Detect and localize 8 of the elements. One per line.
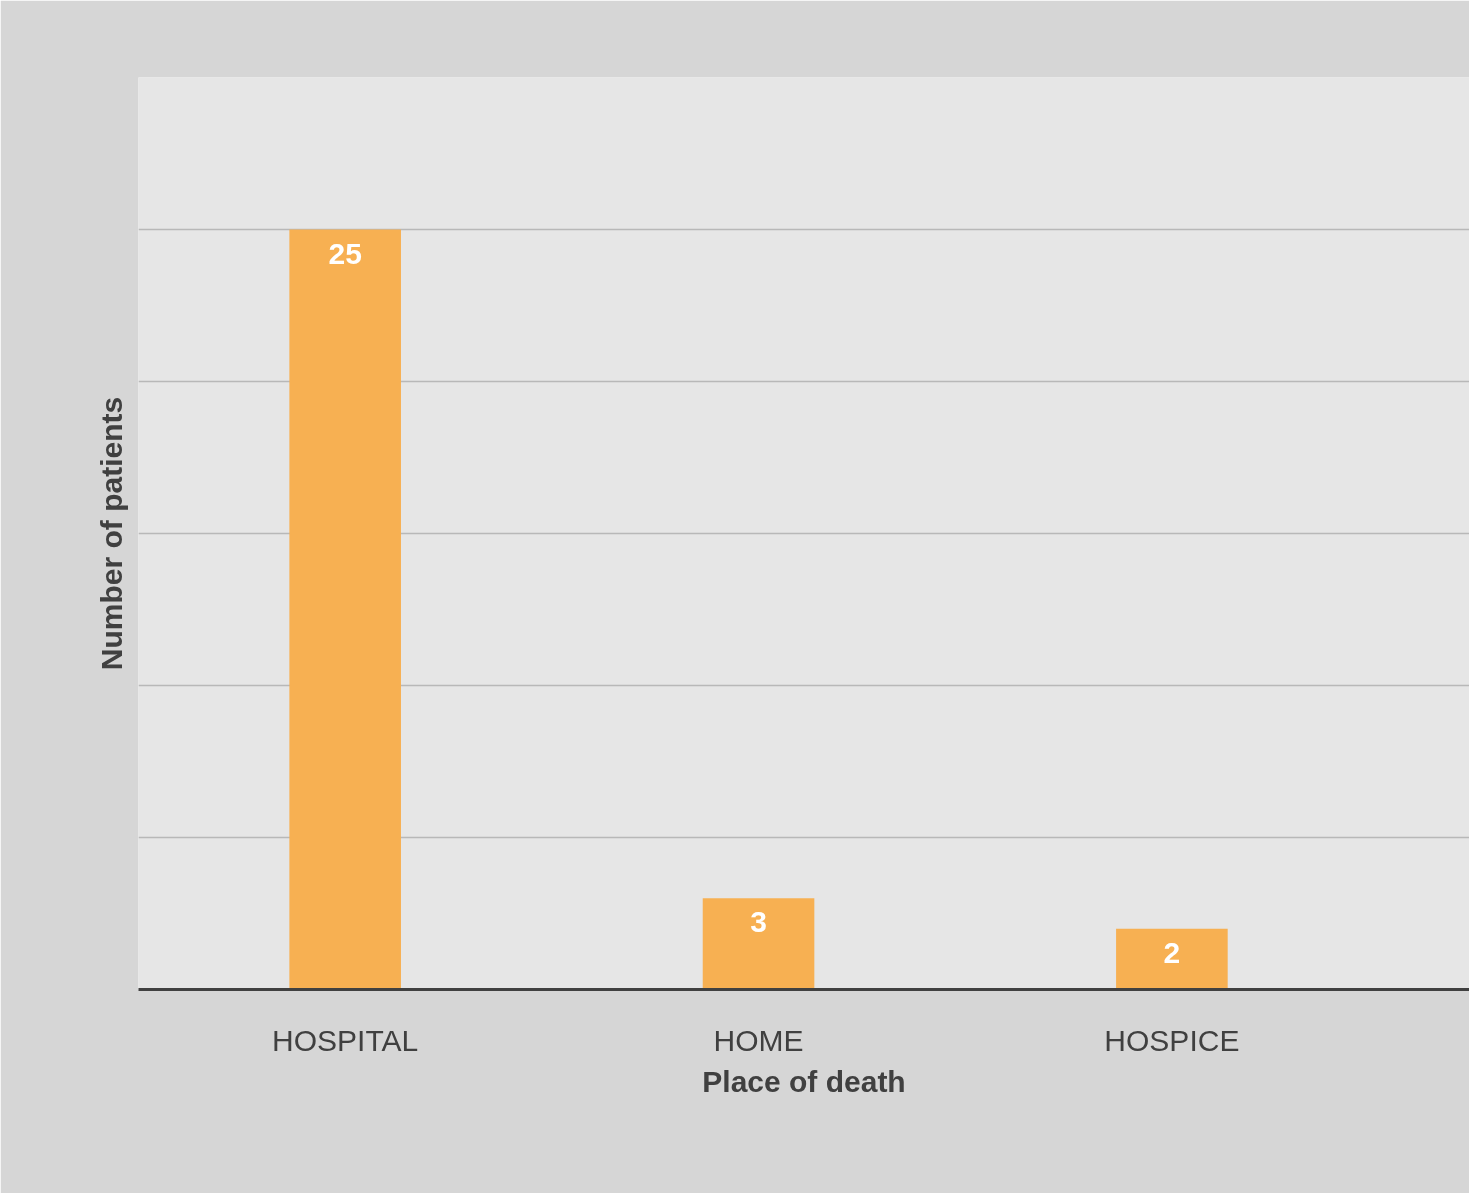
x-tick-label: HOME [713, 1023, 804, 1057]
x-axis-title: Place of death [702, 1064, 906, 1098]
x-tick-label: HOSPICE [1104, 1023, 1240, 1057]
data-label: 3 [750, 905, 767, 939]
y-axis-title: Number of patients [94, 396, 128, 671]
x-tick-label: HOSPITAL [272, 1023, 419, 1057]
data-label: 2 [1163, 935, 1181, 969]
data-label: 25 [328, 236, 362, 270]
